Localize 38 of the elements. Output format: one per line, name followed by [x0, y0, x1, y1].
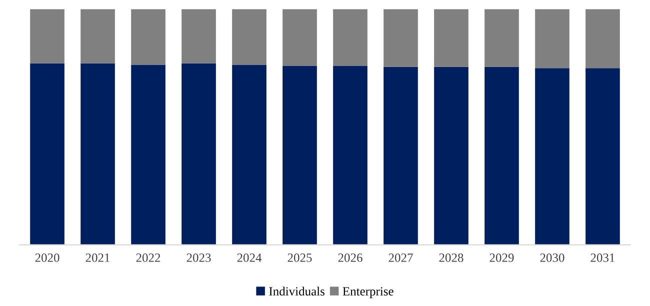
x-tick-label: 2029: [490, 253, 514, 262]
x-tick-label: 2025: [288, 253, 312, 262]
bar: [586, 9, 620, 68]
x-tick-label: 2022: [136, 253, 160, 262]
bar: [484, 66, 519, 245]
legend-label: Individuals: [269, 286, 324, 296]
x-tick-label: 2028: [439, 253, 464, 262]
bar: [586, 68, 620, 245]
bar: [434, 66, 468, 245]
bar: [384, 66, 418, 245]
bar: [182, 9, 216, 64]
bar: [535, 68, 570, 245]
bar: [434, 9, 468, 67]
bar: [282, 66, 317, 245]
bar: [131, 64, 166, 245]
x-tick-label: 2030: [540, 253, 564, 262]
x-tick-label: 2026: [338, 253, 362, 262]
bar: [232, 9, 266, 65]
bar: [80, 63, 115, 245]
x-tick-label: 2031: [590, 253, 614, 262]
bar: [333, 66, 368, 245]
legend-label: Enterprise: [342, 287, 394, 298]
bar: [131, 9, 166, 65]
x-tick-label: 2024: [237, 253, 262, 262]
bar: [484, 9, 519, 67]
bar: [30, 9, 64, 64]
bar: [232, 64, 266, 245]
bar: [282, 9, 317, 66]
bar: [80, 9, 115, 64]
x-tick-label: 2021: [86, 253, 110, 262]
bar: [182, 63, 216, 245]
bar: [30, 63, 64, 245]
x-tick-label: 2027: [388, 253, 413, 262]
x-tick-label: 2020: [35, 253, 60, 262]
bar: [333, 9, 368, 66]
bar: [535, 9, 570, 68]
x-tick-label: 2023: [186, 253, 211, 262]
bar: [384, 9, 418, 67]
